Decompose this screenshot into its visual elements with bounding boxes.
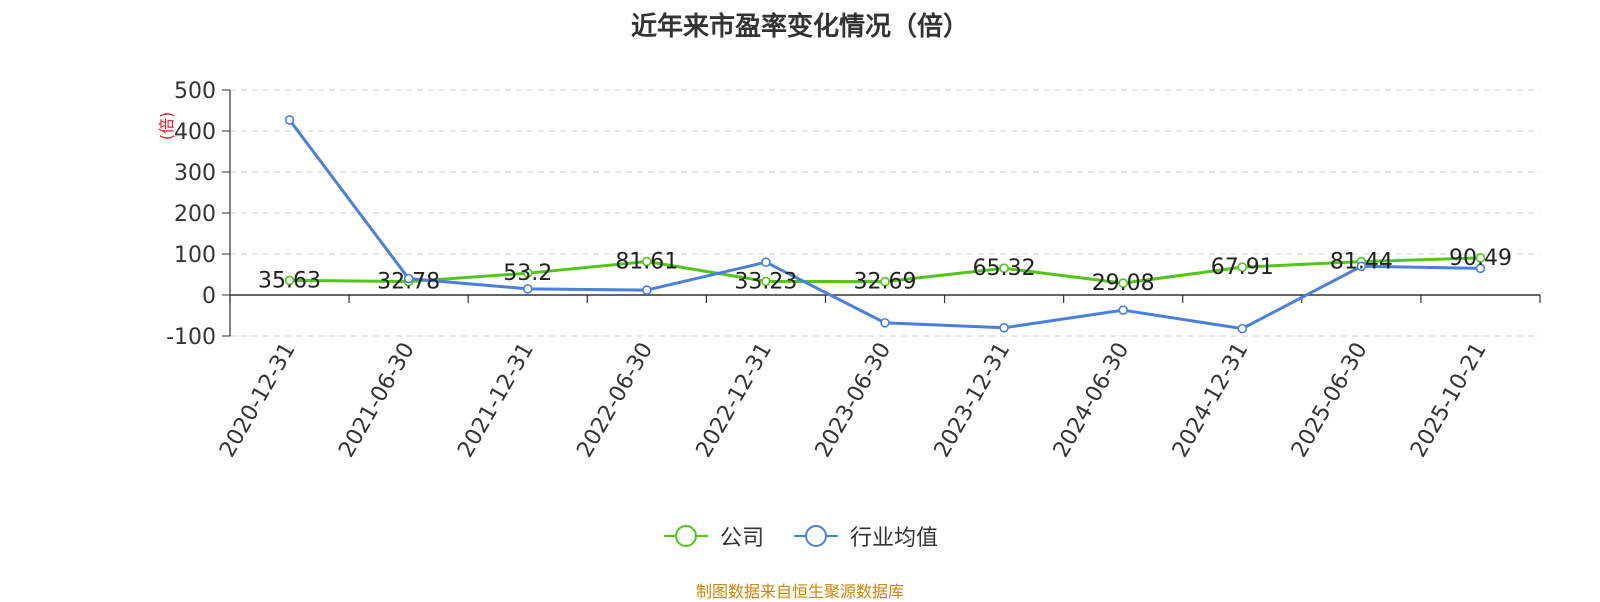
grid-lines xyxy=(230,89,1540,337)
x-tick-label: 2023-06-30 xyxy=(811,339,897,462)
data-point-1[interactable] xyxy=(1356,261,1367,272)
data-point-0[interactable] xyxy=(1475,253,1486,263)
x-tick-label: 2022-12-31 xyxy=(692,339,778,462)
x-tick-label: 2025-10-21 xyxy=(1406,339,1492,462)
data-label: 32.78 xyxy=(377,270,440,295)
x-tick-label: 2024-06-30 xyxy=(1049,339,1135,462)
data-point-1[interactable] xyxy=(403,273,414,284)
data-labels: 35.63 32.78 53.2 81.61 33.23 32.69 65.32 29.08 6… xyxy=(258,246,1512,296)
series-lines xyxy=(284,115,1486,334)
data-label: 53.2 xyxy=(503,261,552,286)
data-label: 35.63 xyxy=(258,268,321,293)
data-label: 29.08 xyxy=(1092,271,1155,296)
data-point-1[interactable] xyxy=(522,284,533,294)
data-label: 32.69 xyxy=(854,270,917,295)
legend: 公司 行业均值 xyxy=(0,520,1600,552)
data-label: 90.49 xyxy=(1449,246,1512,271)
data-point-1[interactable] xyxy=(880,318,890,328)
data-point-0[interactable] xyxy=(522,268,533,278)
data-point-0[interactable] xyxy=(1118,278,1128,288)
data-point-0[interactable] xyxy=(761,276,771,287)
data-point-1[interactable] xyxy=(642,285,652,295)
y-tick-label: 200 xyxy=(174,202,216,227)
data-point-1[interactable] xyxy=(999,322,1009,333)
data-label: 81.44 xyxy=(1330,250,1393,275)
y-tick-label: 300 xyxy=(174,161,216,186)
chart-title: 近年来市盈率变化情况（倍） xyxy=(630,12,969,42)
data-point-0[interactable] xyxy=(284,275,295,286)
data-label: 67.91 xyxy=(1211,255,1274,280)
x-tick-label: 2021-12-31 xyxy=(453,339,539,462)
x-tick-label: 2025-06-30 xyxy=(1287,339,1373,462)
data-label: 65.32 xyxy=(973,256,1036,281)
legend-label-company: 公司 xyxy=(719,526,764,551)
legend-marker-industry-average xyxy=(794,525,838,547)
legend-label-industry-average: 行业均值 xyxy=(850,526,939,551)
y-tick-label: 0 xyxy=(202,284,216,309)
data-point-1[interactable] xyxy=(284,115,295,125)
y-tick-label: 400 xyxy=(174,120,216,145)
line-chart: -100 0 100 200 300 400 500 (倍) 2020-12-31 2021-06… xyxy=(157,79,1541,462)
x-tick-label: 2024-12-31 xyxy=(1168,339,1254,462)
x-tick-label: 2021-06-30 xyxy=(334,339,420,462)
legend-item-industry-average[interactable]: 行业均值 xyxy=(792,520,938,552)
x-tick-label: 2022-06-30 xyxy=(572,339,658,462)
x-tick-label: 2023-12-31 xyxy=(930,339,1016,462)
y-tick-label: -100 xyxy=(166,325,216,350)
y-tick-label: 500 xyxy=(174,79,216,104)
data-point-1[interactable] xyxy=(761,257,771,268)
data-point-0[interactable] xyxy=(880,276,890,287)
data-point-1[interactable] xyxy=(1237,323,1248,334)
data-label: 81.61 xyxy=(615,250,678,275)
x-tick-label: 2020-12-31 xyxy=(215,339,301,462)
data-point-0[interactable] xyxy=(1237,262,1248,272)
data-point-1[interactable] xyxy=(1118,305,1128,315)
legend-item-company[interactable]: 公司 xyxy=(662,520,764,552)
data-point-0[interactable] xyxy=(999,263,1009,274)
y-tick-label: 100 xyxy=(174,243,216,268)
data-source-note: 制图数据来自恒生聚源数据库 xyxy=(695,582,904,601)
data-point-0[interactable] xyxy=(642,256,652,267)
legend-marker-company xyxy=(663,525,708,547)
y-axis-label: (倍) xyxy=(157,112,176,141)
data-label: 33.23 xyxy=(734,269,797,294)
data-point-1[interactable] xyxy=(1475,263,1486,274)
